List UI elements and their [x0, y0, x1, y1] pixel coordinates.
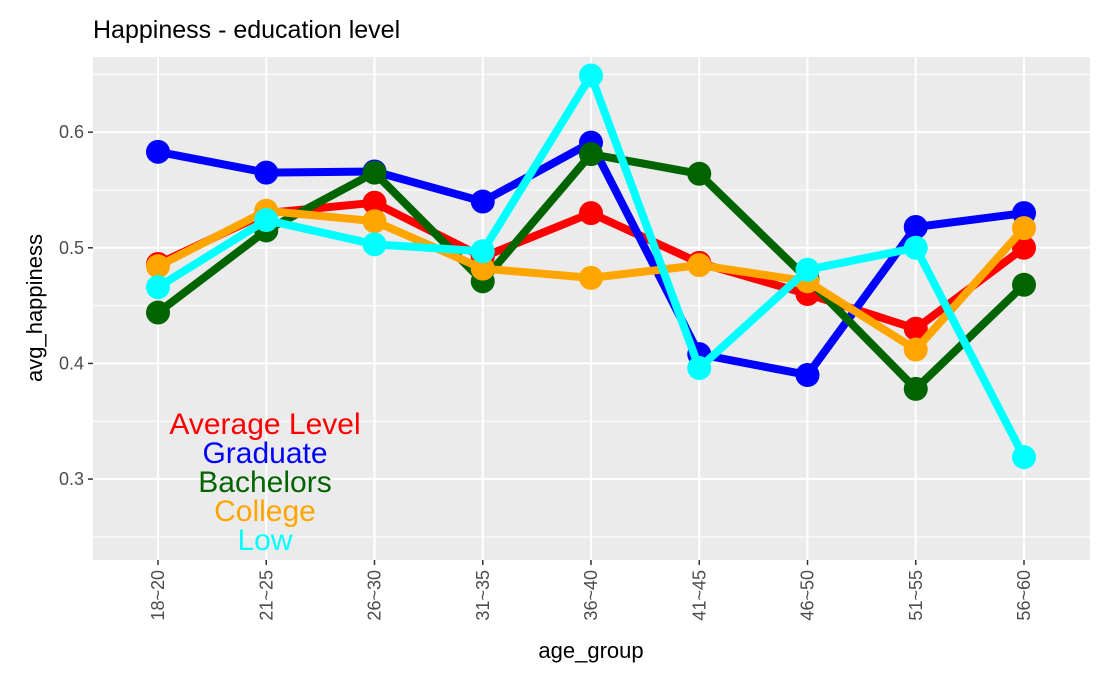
data-point: [362, 232, 387, 257]
y-tick-label: 0.6: [59, 122, 84, 142]
x-axis-title: age_group: [538, 638, 643, 663]
data-point: [470, 189, 495, 214]
series-college: [146, 198, 1036, 362]
data-point: [1012, 216, 1036, 241]
data-point: [1012, 272, 1036, 297]
data-point: [903, 337, 928, 362]
data-point: [687, 161, 712, 186]
legend-item: Bachelors: [198, 466, 331, 499]
x-tick-label: 31~35: [473, 570, 493, 621]
y-tick-label: 0.3: [59, 469, 84, 489]
data-point: [362, 190, 387, 215]
x-tick-label: 51~55: [906, 570, 926, 621]
data-point: [579, 201, 603, 226]
data-point: [470, 239, 495, 264]
data-point: [362, 209, 387, 234]
data-point: [146, 300, 170, 325]
data-point: [579, 63, 603, 88]
x-tick-label: 36~40: [581, 570, 601, 621]
data-point: [687, 253, 712, 278]
legend-item: Average Level: [169, 408, 360, 441]
x-tick-label: 56~60: [1014, 570, 1034, 621]
data-point: [795, 257, 820, 282]
data-point: [470, 256, 495, 281]
data-point: [903, 376, 928, 401]
data-point: [1012, 445, 1036, 470]
y-tick-label: 0.4: [59, 353, 84, 373]
data-point: [579, 265, 603, 290]
chart-title: Happiness - education level: [93, 16, 400, 44]
legend-item: Low: [237, 524, 292, 557]
legend-item: Graduate: [202, 437, 327, 470]
x-tick-label: 46~50: [798, 570, 818, 621]
data-point: [1012, 235, 1036, 260]
data-point: [254, 160, 279, 185]
data-point: [362, 160, 387, 185]
data-point: [146, 275, 170, 300]
series-low: [146, 63, 1036, 470]
y-axis-title: avg_happiness: [22, 234, 47, 382]
y-tick-label: 0.5: [59, 238, 84, 258]
data-point: [146, 139, 170, 164]
data-point: [795, 362, 820, 387]
x-tick-label: 26~30: [365, 570, 385, 621]
data-point: [903, 235, 928, 260]
x-tick-label: 41~45: [689, 570, 709, 621]
data-point: [903, 316, 928, 341]
data-point: [579, 142, 603, 167]
data-point: [254, 208, 279, 233]
series-layer: [146, 63, 1036, 470]
data-point: [146, 254, 170, 279]
x-tick-label: 21~25: [256, 570, 276, 621]
data-point: [903, 214, 928, 239]
x-tick-label: 18~20: [148, 570, 168, 621]
legend-item: College: [214, 495, 316, 528]
data-point: [687, 356, 712, 381]
axis-ticks: 0.3 0.4 0.5 0.6 18~20 21~25 26~30 31~35 36~40 41~…: [59, 122, 1034, 620]
